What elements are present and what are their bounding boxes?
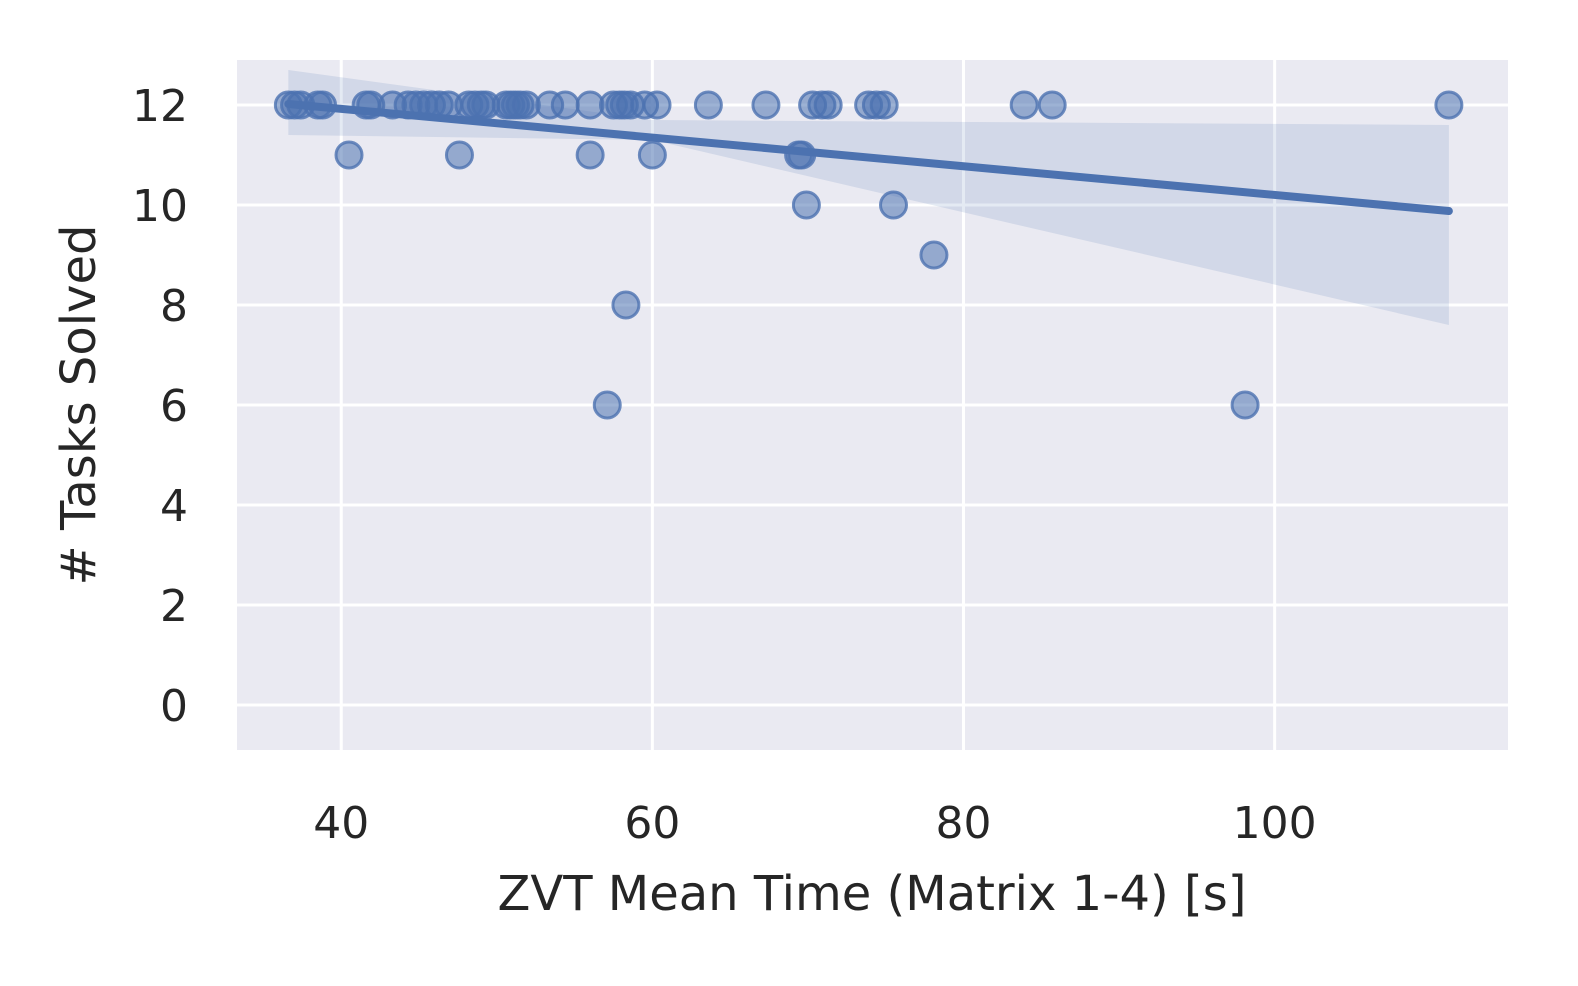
x-tick-label: 80 [936, 798, 992, 849]
data-point [813, 90, 843, 120]
data-point [1037, 90, 1067, 120]
data-point [575, 140, 605, 170]
data-point [869, 90, 899, 120]
data-point [444, 140, 474, 170]
x-tick-labels: 40 60 80 100 [313, 798, 1316, 849]
data-point [611, 290, 641, 320]
x-tick-label: 60 [624, 798, 680, 849]
x-tick-label: 100 [1233, 798, 1317, 849]
data-point [693, 90, 723, 120]
y-tick-label: 12 [132, 81, 188, 132]
y-tick-labels: 0 2 4 6 8 10 12 [132, 81, 188, 732]
x-tick-label: 40 [313, 798, 369, 849]
y-tick-label: 10 [132, 181, 188, 232]
data-point [637, 140, 667, 170]
data-point [1009, 90, 1039, 120]
data-point [642, 90, 672, 120]
data-point [592, 390, 622, 420]
data-point [1230, 390, 1260, 420]
data-point [791, 190, 821, 220]
data-point [879, 190, 909, 220]
data-point [550, 90, 580, 120]
data-point [919, 240, 949, 270]
x-axis-label: ZVT Mean Time (Matrix 1-4) [s] [497, 866, 1246, 922]
y-tick-label: 6 [160, 381, 188, 432]
data-point [1434, 90, 1464, 120]
y-tick-label: 2 [160, 581, 188, 632]
data-point [751, 90, 781, 120]
y-axis-label: # Tasks Solved [51, 225, 107, 586]
y-tick-label: 0 [160, 681, 188, 732]
data-point [334, 140, 364, 170]
y-tick-label: 8 [160, 281, 188, 332]
y-tick-label: 4 [160, 481, 188, 532]
regression-line [284, 100, 1453, 215]
